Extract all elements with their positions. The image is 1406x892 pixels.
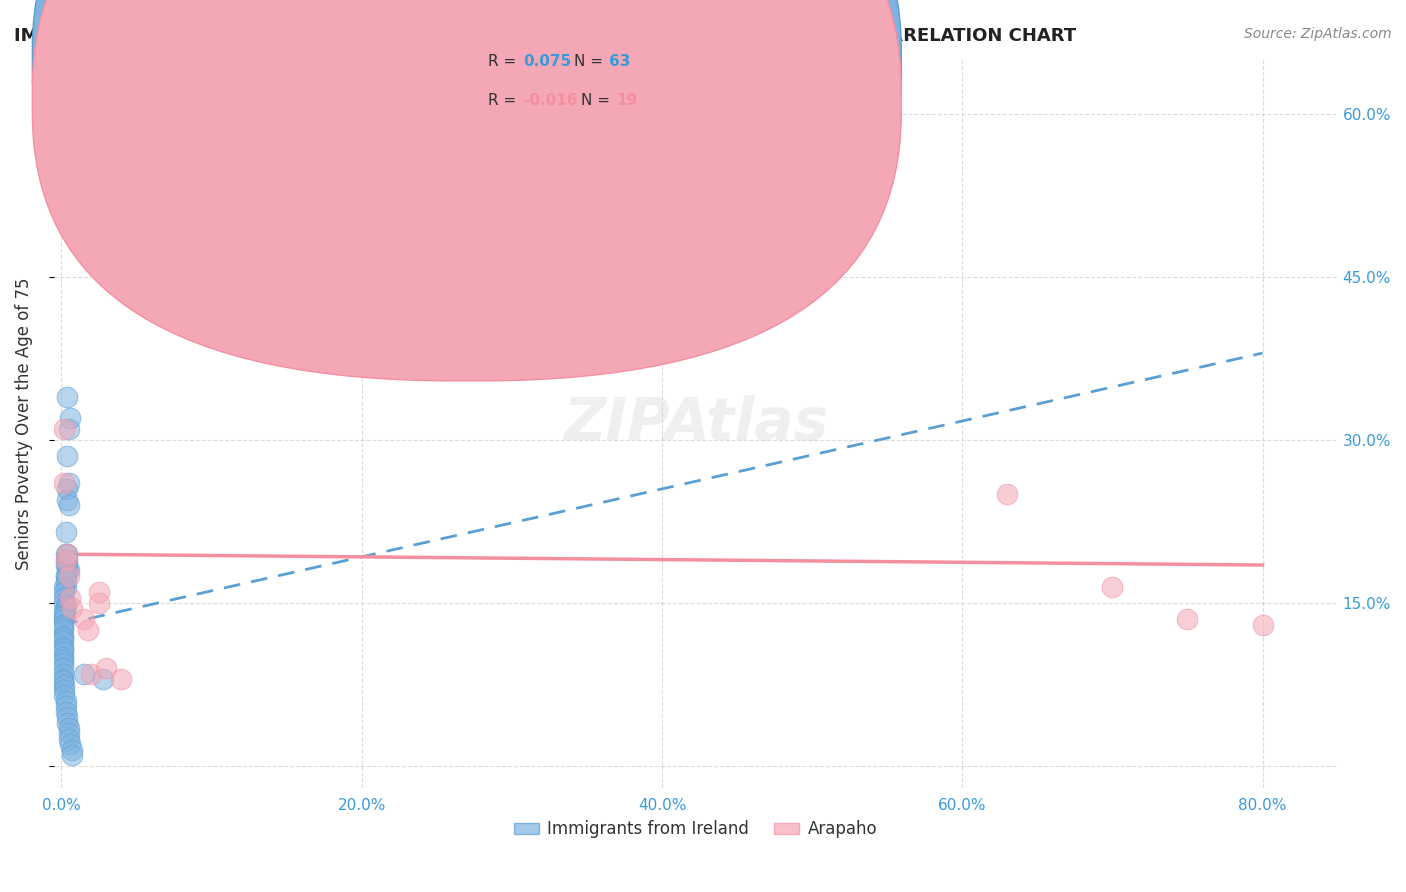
Legend: Immigrants from Ireland, Arapaho: Immigrants from Ireland, Arapaho <box>508 814 884 845</box>
Text: 19: 19 <box>616 94 637 108</box>
Point <box>55 525 77 540</box>
Point <box>55 569 77 583</box>
Point <box>53 607 76 621</box>
Point <box>53 604 76 618</box>
Point <box>52 634 75 648</box>
Point <box>52 624 75 638</box>
Point <box>110 672 132 686</box>
Point <box>87 585 110 599</box>
Point <box>58 731 80 746</box>
Point <box>55 547 77 561</box>
Text: 63: 63 <box>609 54 630 69</box>
Text: Source: ZipAtlas.com: Source: ZipAtlas.com <box>1244 27 1392 41</box>
Point <box>55 574 77 589</box>
Point <box>55 601 77 615</box>
Point <box>58 422 80 436</box>
Point <box>52 629 75 643</box>
Point <box>77 624 100 638</box>
Point <box>52 645 75 659</box>
Point <box>56 558 79 572</box>
Point <box>55 552 77 566</box>
Point <box>52 640 75 654</box>
Point <box>59 411 82 425</box>
Point <box>58 564 80 578</box>
Point <box>1101 580 1123 594</box>
Point <box>52 650 75 665</box>
Point <box>56 715 79 730</box>
Point <box>52 641 75 656</box>
Point <box>56 710 79 724</box>
Text: ZIPAtlas: ZIPAtlas <box>562 395 828 452</box>
Point <box>58 569 80 583</box>
Point <box>52 617 75 632</box>
Point <box>52 672 75 686</box>
Point <box>58 726 80 740</box>
Point <box>52 656 75 670</box>
Point <box>53 476 76 491</box>
Point <box>56 564 79 578</box>
Point <box>58 476 80 491</box>
Text: N =: N = <box>581 94 614 108</box>
Point <box>55 552 77 566</box>
Point <box>55 580 77 594</box>
Text: N =: N = <box>574 54 607 69</box>
Text: R =: R = <box>488 54 522 69</box>
Point <box>56 552 79 566</box>
Point <box>58 721 80 735</box>
Point <box>55 694 77 708</box>
Point <box>56 450 79 464</box>
Point <box>1251 617 1274 632</box>
Point <box>60 743 83 757</box>
Point <box>56 547 79 561</box>
Point <box>55 569 77 583</box>
Point <box>52 674 75 689</box>
Text: -0.016: -0.016 <box>523 94 578 108</box>
Point <box>73 612 96 626</box>
Point <box>53 689 76 703</box>
Point <box>53 585 76 599</box>
Point <box>52 652 75 666</box>
Point <box>55 705 77 719</box>
Point <box>53 609 76 624</box>
Text: 0.075: 0.075 <box>523 54 571 69</box>
Point <box>53 580 76 594</box>
Point <box>59 737 82 751</box>
Point <box>55 558 77 572</box>
Point <box>56 492 79 507</box>
Text: R =: R = <box>488 94 522 108</box>
Point <box>53 612 76 626</box>
Point <box>52 631 75 645</box>
Point <box>1177 612 1199 626</box>
Point <box>58 498 80 512</box>
Point <box>995 487 1018 501</box>
Point <box>55 599 77 613</box>
Point <box>55 699 77 714</box>
Point <box>52 107 75 121</box>
Point <box>52 666 75 681</box>
Point <box>60 748 83 763</box>
Point <box>52 661 75 675</box>
Point <box>80 666 103 681</box>
Point <box>53 422 76 436</box>
Point <box>59 591 82 605</box>
Point <box>52 620 75 634</box>
Point <box>56 482 79 496</box>
Point <box>60 601 83 615</box>
Point <box>53 591 76 605</box>
Text: IMMIGRANTS FROM IRELAND VS ARAPAHO SENIORS POVERTY OVER THE AGE OF 75 CORRELATIO: IMMIGRANTS FROM IRELAND VS ARAPAHO SENIO… <box>14 27 1076 45</box>
Point <box>53 596 76 610</box>
Point <box>93 672 115 686</box>
Point <box>53 677 76 691</box>
Point <box>56 390 79 404</box>
Point <box>96 661 118 675</box>
Point <box>56 547 79 561</box>
Point <box>87 596 110 610</box>
Point <box>53 683 76 698</box>
Y-axis label: Seniors Poverty Over the Age of 75: Seniors Poverty Over the Age of 75 <box>15 277 32 570</box>
Point <box>73 666 96 681</box>
